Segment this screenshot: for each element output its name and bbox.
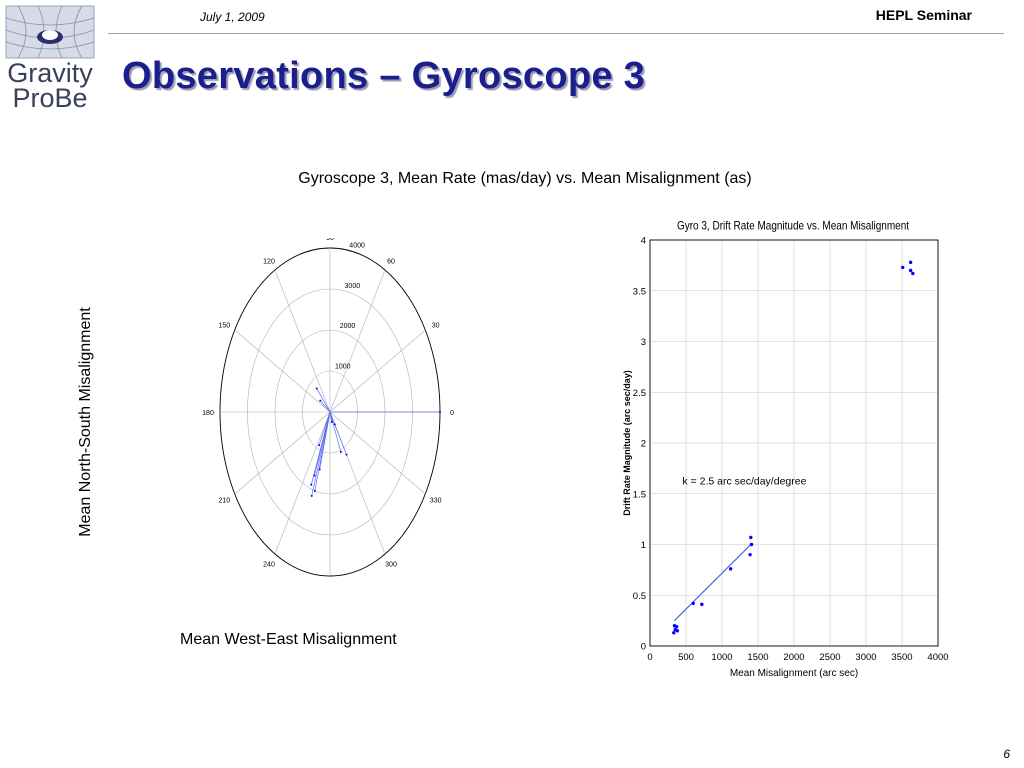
scatter-y-tick-label: 1 xyxy=(641,540,646,551)
polar-vector-tip xyxy=(345,453,348,456)
scatter-y-axis-label: Drift Rate Magnitude (arc sec/day) xyxy=(622,370,632,516)
scatter-plot-frame xyxy=(649,239,939,647)
polar-angle-label: 90 xyxy=(326,238,334,242)
scatter-point xyxy=(749,542,754,547)
scatter-point xyxy=(700,602,704,607)
scatter-point xyxy=(672,631,676,635)
scatter-y-tick-label: 1.5 xyxy=(633,489,646,500)
polar-angle-label: 180 xyxy=(202,410,214,417)
scatter-point xyxy=(911,271,915,276)
polar-angle-label: 150 xyxy=(219,323,231,330)
page-title: Observations – Gyroscope 3 xyxy=(122,55,646,97)
polar-vector xyxy=(329,411,336,425)
polar-spoke xyxy=(329,411,426,495)
scatter-point xyxy=(749,535,753,540)
polar-spoke xyxy=(234,411,331,495)
polar-x-axis-label: Mean West-East Misalignment xyxy=(180,631,397,648)
polar-radial-tick-label: 2000 xyxy=(340,323,356,330)
fit-line xyxy=(674,544,752,621)
logo-text-line2: ProBe xyxy=(12,83,87,112)
polar-radial-tick-label: 1000 xyxy=(335,364,351,371)
scatter-y-tick-label: 3.5 xyxy=(633,286,646,297)
polar-labels: 0306090120150180210240270300330100020003… xyxy=(202,238,454,569)
scatter-point xyxy=(691,601,695,606)
scatter-x-tick-label: 1000 xyxy=(711,652,732,663)
polar-angle-label: 0 xyxy=(450,410,454,417)
polar-vector-tip xyxy=(319,399,322,402)
page-number: 6 xyxy=(1003,747,1010,761)
scatter-ticks: 0 500 1000 1500 2000 2500 3000 3500 4000 0 0.5 1 1.5… xyxy=(633,236,949,664)
polar-angle-label: 210 xyxy=(219,498,231,505)
fit-annotation: k = 2.5 arc sec/day/degree xyxy=(682,476,806,488)
scatter-point xyxy=(748,552,752,557)
polar-angle-label: 60 xyxy=(387,258,395,265)
scatter-y-tick-label: 2.5 xyxy=(633,388,646,399)
polar-spoke xyxy=(274,411,331,555)
polar-angle-label: 120 xyxy=(263,258,275,265)
polar-y-axis-label: Mean North-South Misalignment xyxy=(77,307,94,537)
polar-vector-tip xyxy=(313,489,316,492)
scatter-x-tick-label: 1500 xyxy=(747,652,768,663)
polar-spoke xyxy=(234,329,331,413)
polar-spoke xyxy=(274,269,331,413)
polar-vector xyxy=(329,411,342,453)
scatter-x-tick-label: 3500 xyxy=(891,652,912,663)
polar-vectors xyxy=(310,387,441,497)
polar-angle-label: 330 xyxy=(430,498,442,505)
polar-vector-tip xyxy=(310,483,313,486)
polar-vector-tip xyxy=(313,474,316,477)
polar-vector xyxy=(311,411,331,496)
scatter-x-tick-label: 3000 xyxy=(855,652,876,663)
scatter-chart-title: Gyro 3, Drift Rate Magnitude vs. Mean Mi… xyxy=(677,220,909,233)
scatter-y-tick-label: 2 xyxy=(641,439,646,450)
polar-angle-label: 300 xyxy=(385,562,397,569)
polar-vector xyxy=(316,388,331,413)
logo-text-line1: Gravity xyxy=(7,58,93,88)
header-seminar-label: HEPL Seminar xyxy=(875,7,972,23)
polar-radial-tick-label: 4000 xyxy=(349,242,365,249)
scatter-point xyxy=(908,268,913,273)
scatter-grid xyxy=(649,239,939,647)
header-divider xyxy=(108,33,1004,34)
scatter-x-tick-label: 2500 xyxy=(819,652,840,663)
gravity-probe-logo: Gravity ProBe xyxy=(5,5,95,112)
scatter-x-tick-label: 500 xyxy=(678,652,694,663)
scatter-x-tick-label: 4000 xyxy=(927,652,948,663)
scatter-point xyxy=(675,629,680,633)
scatter-y-tick-label: 0.5 xyxy=(633,591,646,602)
scatter-y-tick-label: 3 xyxy=(641,337,646,348)
polar-vector-tip xyxy=(333,423,336,426)
polar-vector-tip xyxy=(330,420,333,423)
scatter-x-tick-label: 2000 xyxy=(783,652,804,663)
scatter-chart: Gyro 3, Drift Rate Magnitude vs. Mean Mi… xyxy=(622,220,949,679)
scatter-point xyxy=(901,265,905,270)
scatter-point xyxy=(908,260,913,265)
scatter-x-axis-label: Mean Misalignment (arc sec) xyxy=(730,668,858,679)
polar-spoke xyxy=(329,329,426,413)
polar-vector-tip xyxy=(318,468,321,471)
polar-vector xyxy=(314,411,331,476)
chart-subtitle: Gyroscope 3, Mean Rate (mas/day) vs. Mea… xyxy=(298,170,752,187)
scatter-points xyxy=(672,260,915,635)
scatter-y-tick-label: 4 xyxy=(641,236,646,247)
header-date: July 1, 2009 xyxy=(200,10,265,24)
scatter-y-tick-label: 0 xyxy=(641,642,646,653)
polar-spoke xyxy=(329,269,386,413)
polar-vector-tip xyxy=(315,387,318,390)
polar-vector-tip xyxy=(310,494,313,497)
polar-vector-tip xyxy=(318,444,321,447)
polar-chart: 0306090120150180210240270300330100020003… xyxy=(202,238,454,577)
polar-radial-tick-label: 3000 xyxy=(345,283,361,290)
polar-angle-label: 30 xyxy=(432,323,440,330)
polar-vector xyxy=(329,411,333,422)
polar-vector xyxy=(319,400,331,413)
polar-vector xyxy=(318,411,331,446)
polar-angle-label: 240 xyxy=(263,562,275,569)
scatter-point xyxy=(728,567,733,571)
polar-vector xyxy=(319,411,331,470)
scatter-point xyxy=(674,625,679,629)
polar-vector-tip xyxy=(439,411,441,413)
polar-vector-tip xyxy=(339,450,342,453)
scatter-x-tick-label: 0 xyxy=(647,652,652,663)
